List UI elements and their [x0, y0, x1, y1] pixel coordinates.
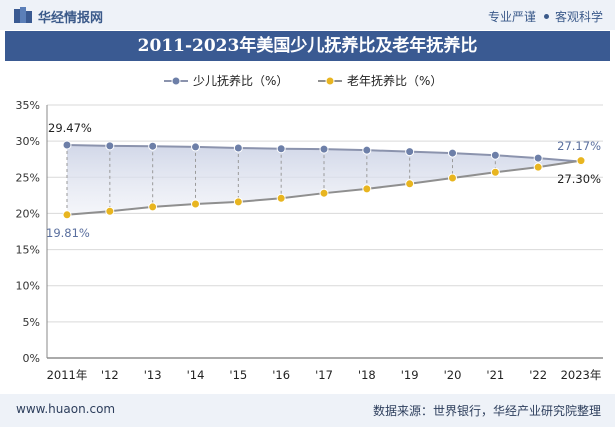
x-tick-label: '12: [101, 368, 119, 382]
elderly-dependency-point: [362, 184, 372, 194]
elderly-dependency-point: [448, 173, 457, 183]
y-tick-label: 30%: [16, 135, 40, 148]
y-tick-label: 15%: [16, 244, 40, 257]
y-tick-label: 5%: [23, 316, 40, 329]
child-dependency-point: [105, 141, 115, 151]
elderly-dependency-point: [276, 193, 286, 203]
elderly-dependency-point: [533, 162, 543, 172]
footer-bar: www.huaon.com 数据来源：世界银行，华经产业研究院整理: [0, 394, 615, 427]
child-dependency-point: [448, 148, 457, 158]
child-dependency-point: [490, 150, 500, 160]
y-tick-label: 10%: [16, 280, 40, 293]
logo-icon: [14, 7, 32, 23]
line-chart: 0% 5% 10% 15% 20% 25% 30% 35% 2011年 '12 '13 '14 '15 '…: [16, 73, 603, 382]
x-tick-label: '16: [272, 368, 290, 382]
child-dependency-point: [319, 144, 329, 154]
brand-name: 华经情报网: [38, 11, 104, 26]
child-dependency-point: [362, 145, 372, 155]
elderly-dependency-point: [576, 156, 586, 166]
top-header-bar: 华经情报网 专业严谨 客观科学: [0, 0, 615, 30]
x-tick-label: '22: [529, 368, 547, 382]
data-label-elderly-start: 19.81%: [46, 226, 90, 240]
elderly-dependency-point: [490, 167, 500, 177]
x-tick-label: '20: [444, 368, 462, 382]
x-tick-label: '15: [229, 368, 247, 382]
website-link[interactable]: www.huaon.com: [16, 402, 116, 416]
dot-separator: [543, 14, 549, 19]
child-dependency-point: [276, 144, 286, 154]
elderly-dependency-point: [233, 197, 243, 207]
child-dependency-point: [233, 143, 243, 153]
x-tick-label: 2023年: [561, 368, 602, 382]
y-tick-label: 35%: [16, 99, 40, 112]
x-tick-label: '21: [486, 368, 504, 382]
child-dependency-point: [62, 140, 72, 150]
legend-marker-child: [171, 76, 181, 86]
data-label-child-end: 27.17%: [557, 139, 601, 153]
child-dependency-point: [148, 141, 158, 151]
tag-objective: 客观科学: [554, 10, 603, 24]
x-tick-label: '19: [401, 368, 419, 382]
child-dependency-point: [191, 142, 200, 152]
legend-label-child: 少儿抚养比（%）: [193, 73, 288, 88]
data-label-child-start: 29.47%: [48, 121, 92, 135]
header-tags: 专业严谨 客观科学: [488, 8, 603, 25]
legend-marker-elderly: [325, 76, 335, 86]
x-tick-label: '14: [187, 368, 205, 382]
elderly-dependency-point: [405, 179, 415, 189]
elderly-dependency-point: [62, 210, 72, 220]
child-dependency-point: [533, 153, 543, 163]
x-tick-label: '13: [144, 368, 162, 382]
data-label-elderly-end: 27.30%: [557, 172, 601, 186]
legend-label-elderly: 老年抚养比（%）: [347, 73, 442, 88]
x-tick-label: '18: [358, 368, 376, 382]
elderly-dependency-point: [191, 199, 200, 209]
x-tick-label: '17: [315, 368, 333, 382]
y-tick-label: 0%: [23, 352, 40, 365]
child-dependency-point: [405, 147, 415, 157]
tag-professional: 专业严谨: [487, 10, 536, 24]
chart-title: 2011-2023年美国少儿抚养比及老年抚养比: [5, 31, 610, 61]
elderly-dependency-point: [319, 188, 329, 198]
x-tick-label: 2011年: [47, 368, 88, 382]
y-tick-label: 25%: [16, 171, 40, 184]
elderly-dependency-point: [148, 202, 158, 212]
data-source: 数据来源：世界银行，华经产业研究院整理: [372, 404, 601, 418]
y-tick-label: 20%: [16, 207, 40, 220]
elderly-dependency-point: [105, 206, 115, 216]
